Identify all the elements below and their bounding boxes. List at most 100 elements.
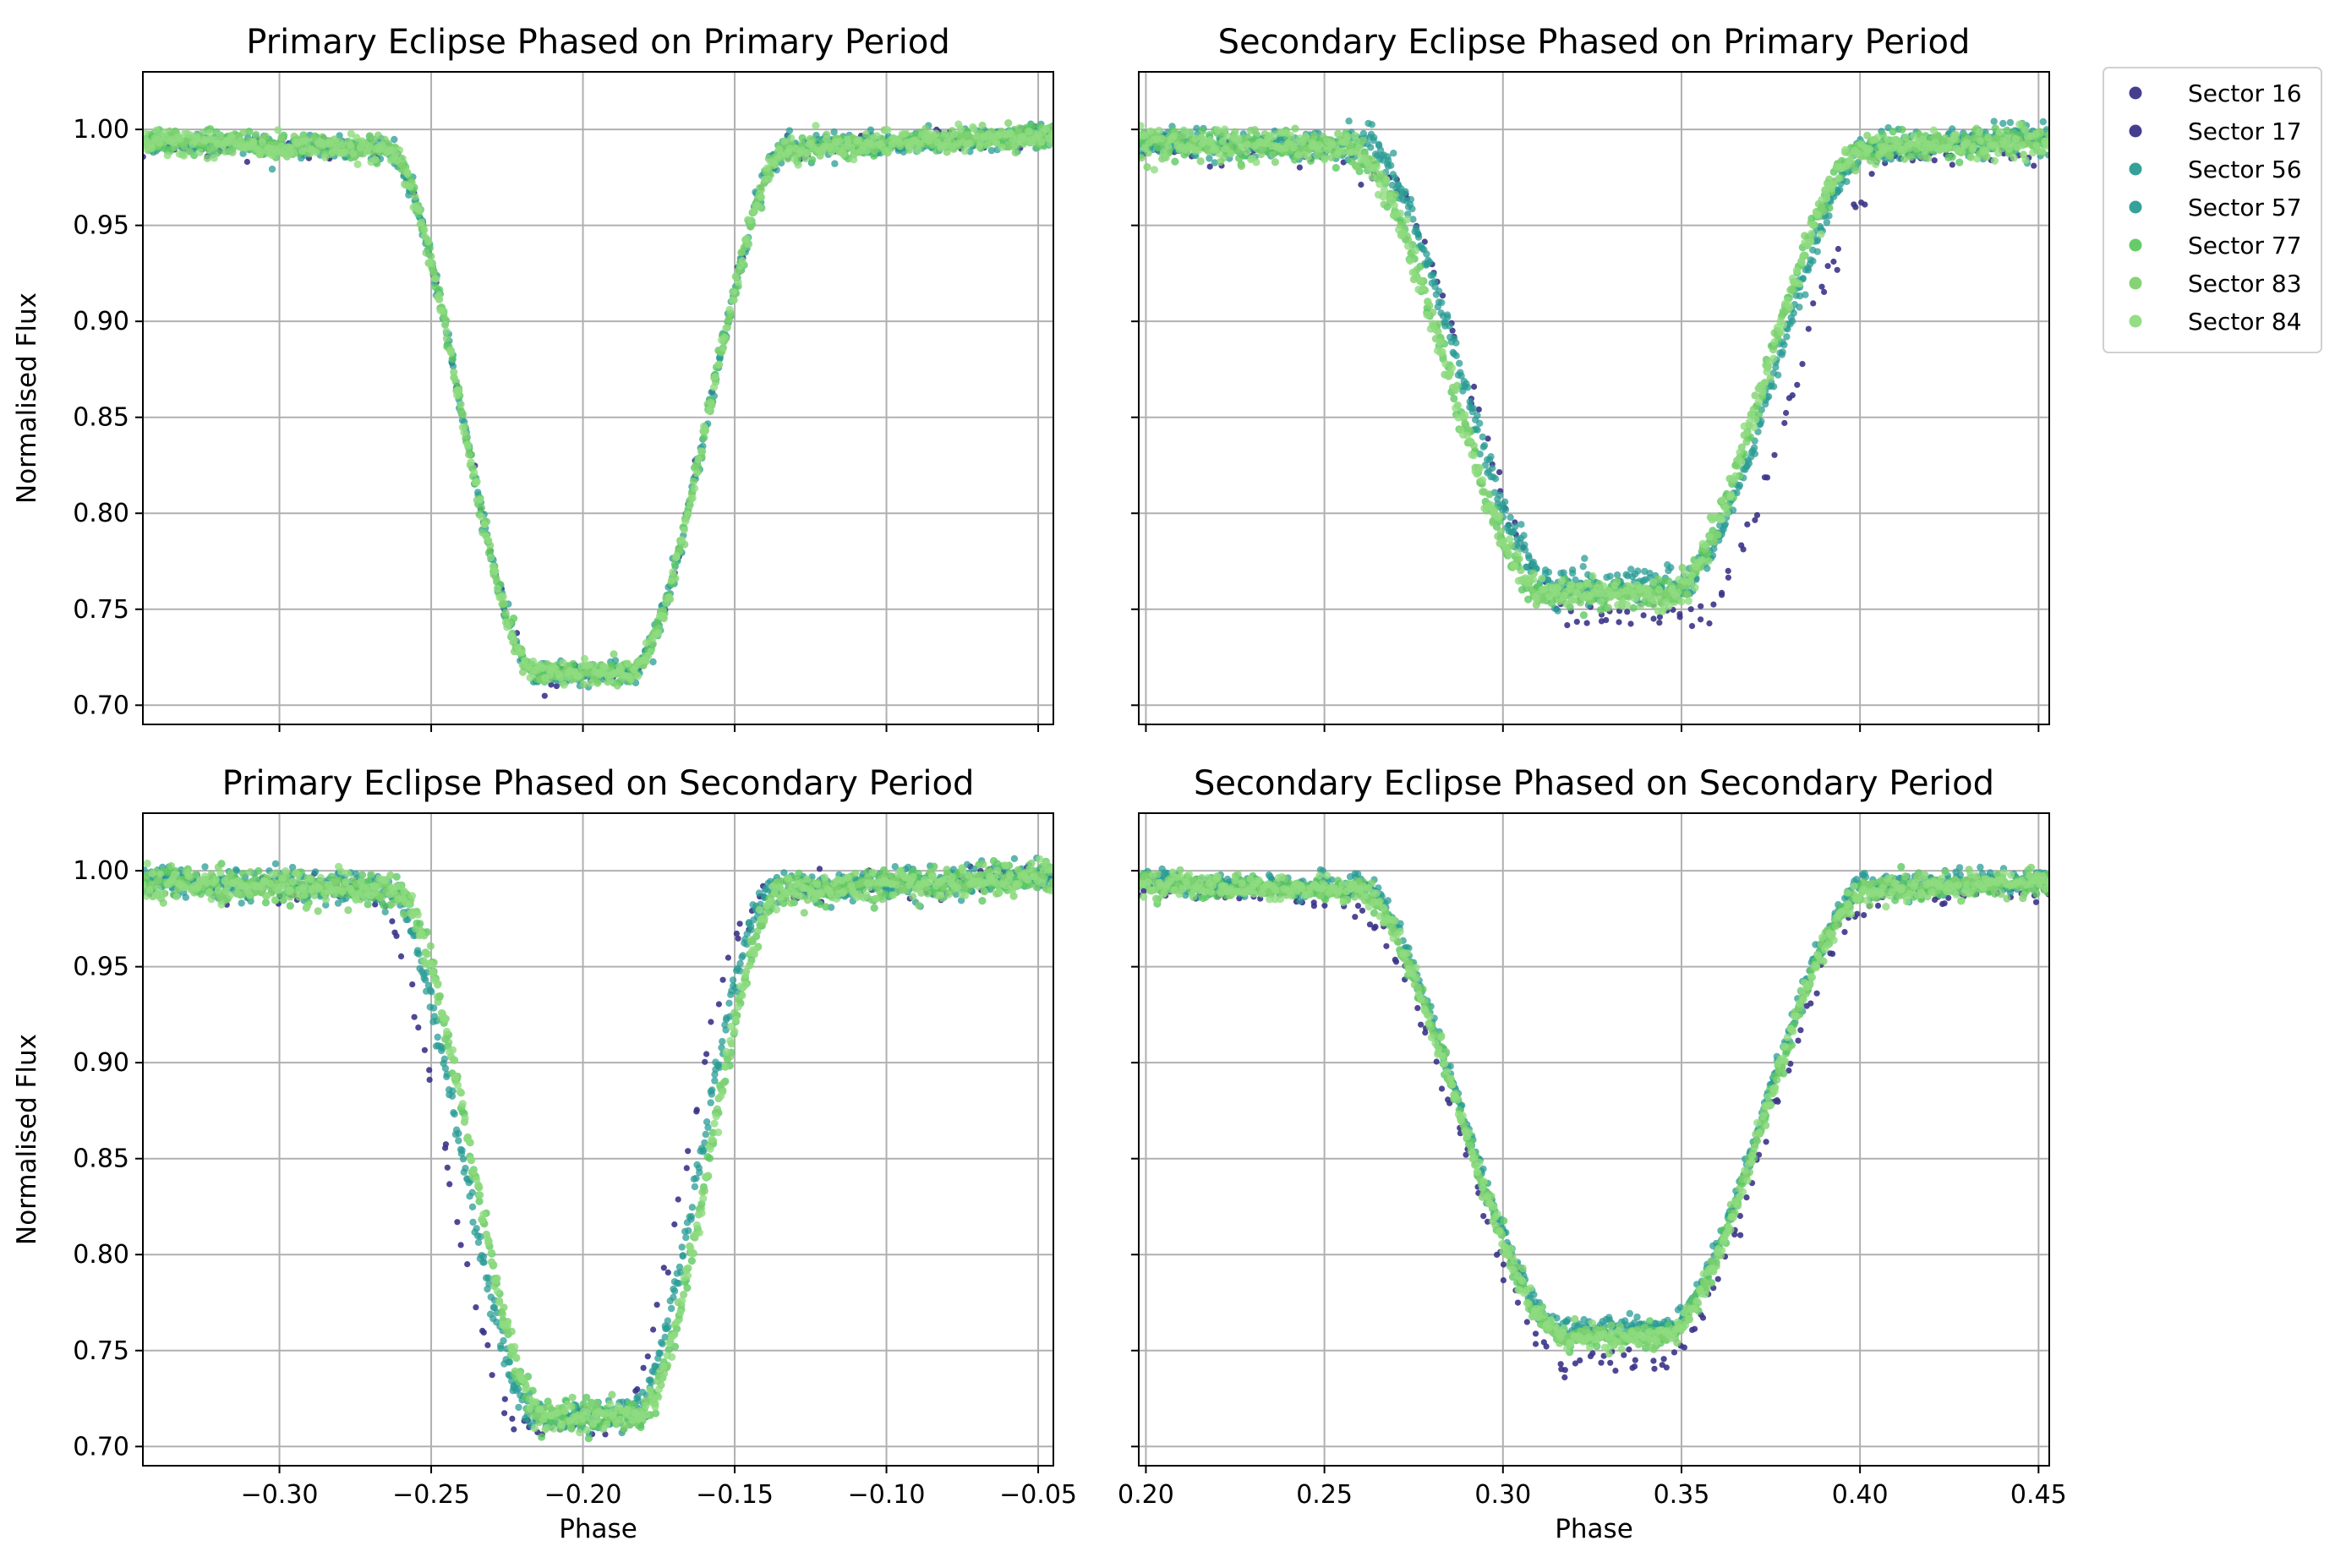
series-sector-16 bbox=[1140, 132, 2045, 627]
data-point bbox=[484, 536, 493, 545]
data-point bbox=[489, 1372, 495, 1379]
data-point bbox=[474, 1238, 483, 1247]
data-point bbox=[1414, 233, 1423, 241]
data-point bbox=[1651, 596, 1660, 605]
data-point bbox=[1966, 153, 1975, 161]
data-point bbox=[1710, 601, 1717, 608]
data-point bbox=[1419, 284, 1427, 292]
data-point bbox=[353, 134, 361, 142]
data-point bbox=[1389, 171, 1397, 178]
data-point bbox=[722, 324, 730, 332]
data-point bbox=[499, 593, 507, 601]
data-point bbox=[1684, 597, 1692, 605]
data-point bbox=[442, 335, 451, 343]
data-point bbox=[2006, 118, 2015, 127]
data-point bbox=[469, 1218, 477, 1227]
data-point bbox=[1781, 419, 1788, 427]
data-point bbox=[1613, 571, 1621, 579]
data-point bbox=[992, 139, 1001, 147]
data-point bbox=[780, 137, 789, 145]
data-point bbox=[1770, 338, 1779, 347]
data-point bbox=[649, 658, 657, 666]
data-point bbox=[1808, 221, 1818, 229]
data-point bbox=[1406, 256, 1414, 265]
data-point bbox=[831, 160, 839, 167]
data-point bbox=[850, 149, 859, 157]
data-point bbox=[1683, 590, 1692, 598]
data-point bbox=[1547, 598, 1556, 608]
data-point bbox=[808, 156, 817, 164]
data-point bbox=[757, 193, 766, 201]
data-point bbox=[467, 458, 475, 467]
data-point bbox=[1403, 242, 1413, 250]
data-point bbox=[1593, 583, 1601, 593]
data-point bbox=[1677, 598, 1686, 606]
data-point bbox=[1042, 125, 1050, 134]
subplot-title: Primary Eclipse Phased on Primary Period bbox=[246, 23, 949, 62]
data-point bbox=[1513, 549, 1522, 557]
data-point bbox=[1015, 124, 1024, 133]
data-point bbox=[1702, 541, 1710, 549]
data-point bbox=[626, 675, 636, 684]
data-point bbox=[1139, 122, 1145, 130]
data-point bbox=[1296, 164, 1303, 171]
data-point bbox=[1830, 258, 1837, 265]
data-point bbox=[1461, 411, 1469, 419]
data-point bbox=[1573, 619, 1580, 626]
data-point bbox=[143, 129, 150, 138]
data-point bbox=[1244, 140, 1252, 149]
data-point bbox=[1976, 137, 1984, 145]
data-point bbox=[239, 150, 247, 157]
data-point bbox=[227, 133, 236, 141]
data-point bbox=[1449, 327, 1456, 334]
data-point bbox=[457, 400, 465, 408]
data-point bbox=[1743, 429, 1752, 437]
data-point bbox=[1843, 178, 1851, 185]
series-sector-77 bbox=[143, 121, 1053, 687]
data-point bbox=[1257, 150, 1266, 159]
data-point bbox=[1664, 561, 1671, 569]
data-point bbox=[1037, 138, 1046, 146]
data-point bbox=[1206, 163, 1213, 170]
data-point bbox=[2021, 126, 2030, 134]
data-point bbox=[1931, 157, 1938, 164]
data-point bbox=[1709, 538, 1719, 546]
data-point bbox=[697, 447, 706, 456]
data-point bbox=[1252, 158, 1260, 167]
data-point bbox=[660, 1265, 667, 1271]
data-point bbox=[1378, 170, 1386, 178]
data-point bbox=[830, 128, 838, 136]
data-point bbox=[1949, 125, 1956, 133]
data-point bbox=[1624, 609, 1631, 615]
scatter-points bbox=[1139, 117, 2049, 630]
data-point bbox=[1984, 134, 1993, 142]
data-point bbox=[1598, 618, 1605, 625]
data-point bbox=[374, 131, 382, 139]
data-point bbox=[395, 146, 404, 155]
data-point bbox=[1380, 186, 1388, 194]
data-point bbox=[593, 679, 602, 687]
data-point bbox=[1783, 409, 1790, 417]
data-point bbox=[156, 139, 164, 147]
data-point bbox=[1745, 418, 1753, 426]
data-point bbox=[1687, 577, 1695, 587]
data-point bbox=[1750, 423, 1758, 431]
data-point bbox=[228, 148, 237, 156]
data-point bbox=[1655, 585, 1664, 594]
data-point bbox=[1222, 145, 1230, 153]
data-point bbox=[484, 1341, 491, 1348]
data-point bbox=[416, 206, 424, 215]
data-point bbox=[1186, 128, 1195, 137]
data-point bbox=[1766, 374, 1774, 382]
data-point bbox=[580, 654, 589, 664]
data-point bbox=[1520, 532, 1528, 539]
data-point bbox=[1949, 134, 1959, 143]
data-point bbox=[1364, 119, 1372, 128]
data-point bbox=[1906, 139, 1915, 148]
data-point bbox=[1287, 131, 1295, 139]
series-sector-83 bbox=[143, 119, 1053, 690]
data-point bbox=[1691, 583, 1699, 592]
data-point bbox=[1841, 145, 1850, 154]
data-point bbox=[1437, 309, 1445, 317]
